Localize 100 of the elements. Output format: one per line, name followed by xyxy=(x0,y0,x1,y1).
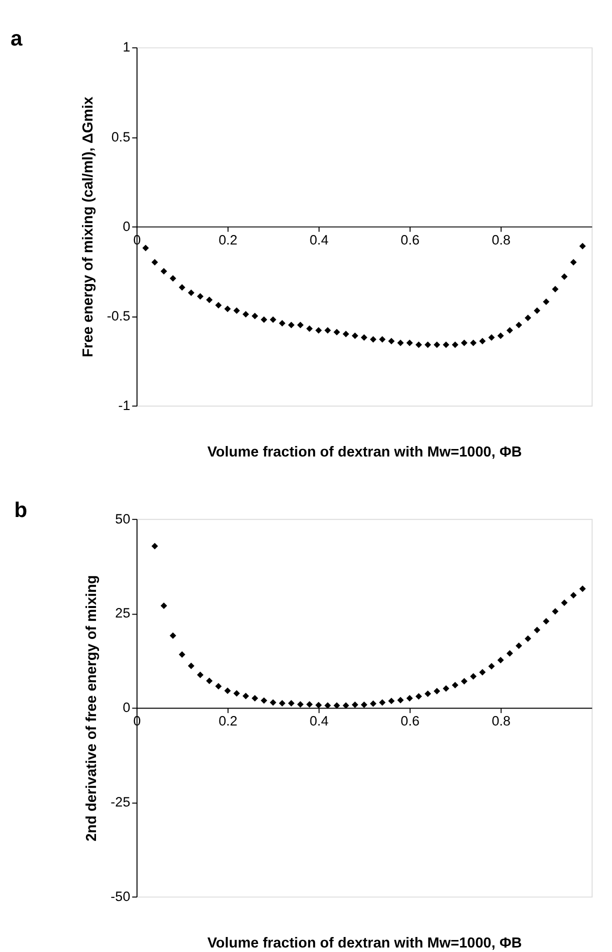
point xyxy=(442,685,450,692)
point xyxy=(370,336,376,343)
point xyxy=(479,338,486,344)
point xyxy=(534,307,540,314)
y-tick-label: 0 xyxy=(122,218,130,234)
point xyxy=(197,293,204,300)
point xyxy=(561,273,568,280)
point xyxy=(252,695,258,702)
point xyxy=(352,332,358,339)
point xyxy=(460,340,468,346)
point xyxy=(242,311,250,318)
point xyxy=(506,650,513,657)
x-tick-label: 0.2 xyxy=(218,714,238,729)
y-tick-label: 25 xyxy=(115,606,130,621)
point xyxy=(270,699,276,706)
y-tick-label: -1 xyxy=(118,398,130,413)
point xyxy=(470,340,477,346)
x-tick-label: 0.4 xyxy=(310,232,329,248)
point xyxy=(579,586,586,592)
point xyxy=(434,688,440,694)
point xyxy=(488,662,495,670)
point xyxy=(442,341,450,348)
point xyxy=(334,702,340,709)
point xyxy=(370,700,376,707)
point xyxy=(397,340,404,346)
point xyxy=(288,700,295,706)
point xyxy=(388,338,395,344)
point xyxy=(188,662,194,670)
chart-title: a xyxy=(10,26,23,50)
point xyxy=(542,298,550,305)
point xyxy=(470,673,477,680)
point xyxy=(360,701,368,708)
point xyxy=(151,542,158,550)
point xyxy=(379,699,386,706)
x-tick-label: 0.4 xyxy=(310,714,329,729)
y-tick-label: -0.5 xyxy=(106,308,130,324)
point xyxy=(479,668,486,676)
y-tick-label: 0 xyxy=(122,700,130,716)
point xyxy=(260,697,268,704)
point xyxy=(324,702,331,709)
point xyxy=(415,693,422,700)
point xyxy=(197,672,204,678)
point xyxy=(315,327,322,334)
point xyxy=(306,701,313,708)
point xyxy=(424,341,432,348)
chart-title: b xyxy=(14,498,28,522)
point xyxy=(561,600,568,606)
point xyxy=(360,334,368,341)
point xyxy=(324,327,331,334)
point xyxy=(570,259,577,266)
point xyxy=(542,618,550,624)
point xyxy=(406,695,413,702)
point xyxy=(379,336,386,343)
point xyxy=(215,302,222,309)
point xyxy=(424,690,432,698)
point xyxy=(178,284,186,291)
point xyxy=(352,701,358,708)
y-tick-label: -50 xyxy=(110,888,130,904)
point xyxy=(278,320,286,326)
point xyxy=(516,322,522,328)
point xyxy=(206,678,213,684)
point xyxy=(297,701,304,708)
point xyxy=(516,642,522,650)
x-tick-label: 0.6 xyxy=(400,232,420,248)
point xyxy=(297,322,304,328)
point xyxy=(278,700,286,706)
point xyxy=(524,635,532,642)
point xyxy=(160,602,168,610)
point xyxy=(224,687,231,694)
point xyxy=(552,608,558,615)
point xyxy=(388,698,395,704)
point xyxy=(342,702,350,709)
point xyxy=(242,692,250,700)
point xyxy=(460,678,468,685)
point xyxy=(151,259,158,266)
point xyxy=(342,330,350,338)
point xyxy=(315,702,322,708)
point xyxy=(224,306,231,312)
point xyxy=(452,341,458,348)
point xyxy=(306,325,313,332)
y-tick-label: 0.5 xyxy=(111,129,130,144)
point xyxy=(334,328,340,336)
point xyxy=(160,268,168,274)
x-tick-label: 0.6 xyxy=(400,714,420,729)
point xyxy=(270,316,276,323)
point xyxy=(170,632,176,639)
y-tick-label: 1 xyxy=(122,40,130,55)
point xyxy=(233,690,240,697)
y-axis-title: Free energy of mixing (cal/ml), ΔGmix xyxy=(80,96,96,358)
point xyxy=(497,332,504,339)
point xyxy=(288,322,295,328)
point xyxy=(406,340,413,346)
x-tick-label: 0.8 xyxy=(492,232,511,248)
y-tick-label: -25 xyxy=(110,794,130,810)
y-tick-label: 50 xyxy=(115,511,130,526)
point xyxy=(579,242,586,250)
point xyxy=(415,341,422,348)
point xyxy=(552,286,558,292)
point xyxy=(570,592,577,598)
point xyxy=(397,696,404,704)
